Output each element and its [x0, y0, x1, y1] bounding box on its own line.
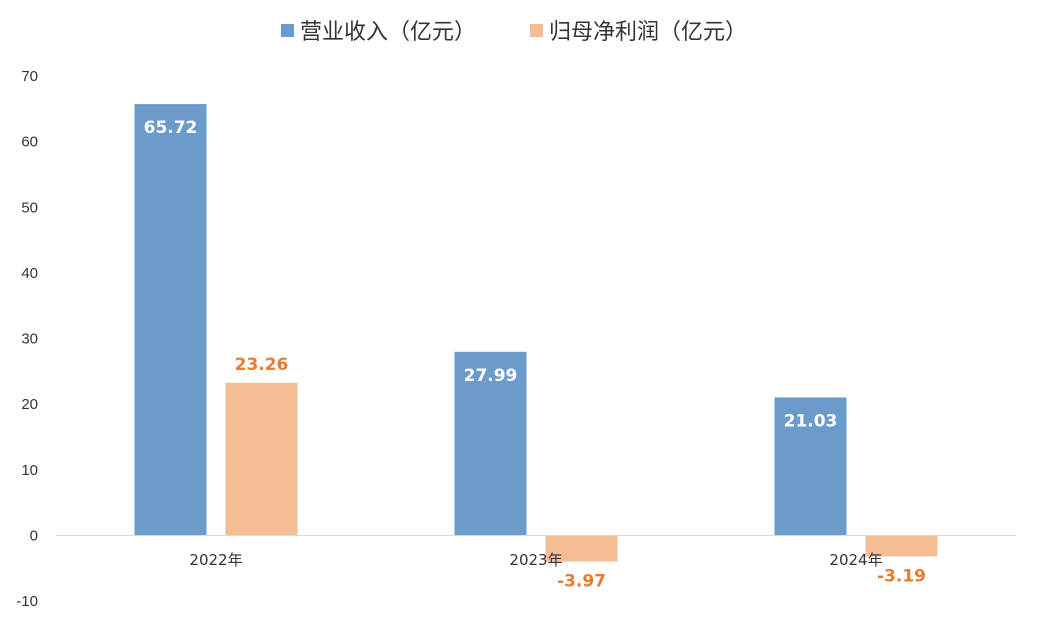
y-tick-label: 10 [21, 462, 38, 479]
data-label: 27.99 [464, 366, 518, 386]
bar-revenue [454, 351, 527, 536]
x-axis: 2022年 2023年 2024年 [189, 551, 882, 569]
legend-label-revenue: 营业收入（亿元） [300, 20, 476, 45]
y-tick-label: 40 [21, 265, 38, 282]
data-label: 23.26 [235, 355, 289, 375]
data-labels: 65.72 23.26 27.99 -3.97 21.03 -3.19 [144, 118, 926, 591]
y-tick-label: 30 [21, 331, 38, 348]
bar-net-profit [545, 535, 618, 562]
x-tick-label: 2022年 [189, 551, 242, 569]
data-label: 21.03 [784, 411, 838, 431]
x-tick-label: 2023年 [509, 551, 562, 569]
bar-revenue [774, 397, 847, 536]
y-tick-label: 50 [21, 199, 38, 216]
data-label: 65.72 [144, 118, 198, 138]
y-tick-label: 20 [21, 396, 38, 413]
legend: 营业收入（亿元） 归母净利润（亿元） [281, 20, 747, 45]
y-axis: -10 0 10 20 30 40 50 60 70 [16, 68, 38, 610]
y-tick-label: 0 [30, 528, 38, 545]
legend-swatch-net-profit [530, 24, 543, 37]
y-tick-label: -10 [16, 593, 38, 610]
bar-net-profit [225, 382, 298, 536]
y-tick-label: 60 [21, 134, 38, 151]
legend-label-net-profit: 归母净利润（亿元） [549, 20, 747, 45]
x-tick-label: 2024年 [829, 551, 882, 569]
data-label: -3.97 [557, 572, 606, 592]
y-tick-label: 70 [21, 68, 38, 85]
bars [134, 104, 938, 562]
data-label: -3.19 [877, 566, 926, 586]
bar-net-profit [865, 535, 938, 557]
bar-revenue [134, 104, 207, 536]
legend-swatch-revenue [281, 24, 294, 37]
